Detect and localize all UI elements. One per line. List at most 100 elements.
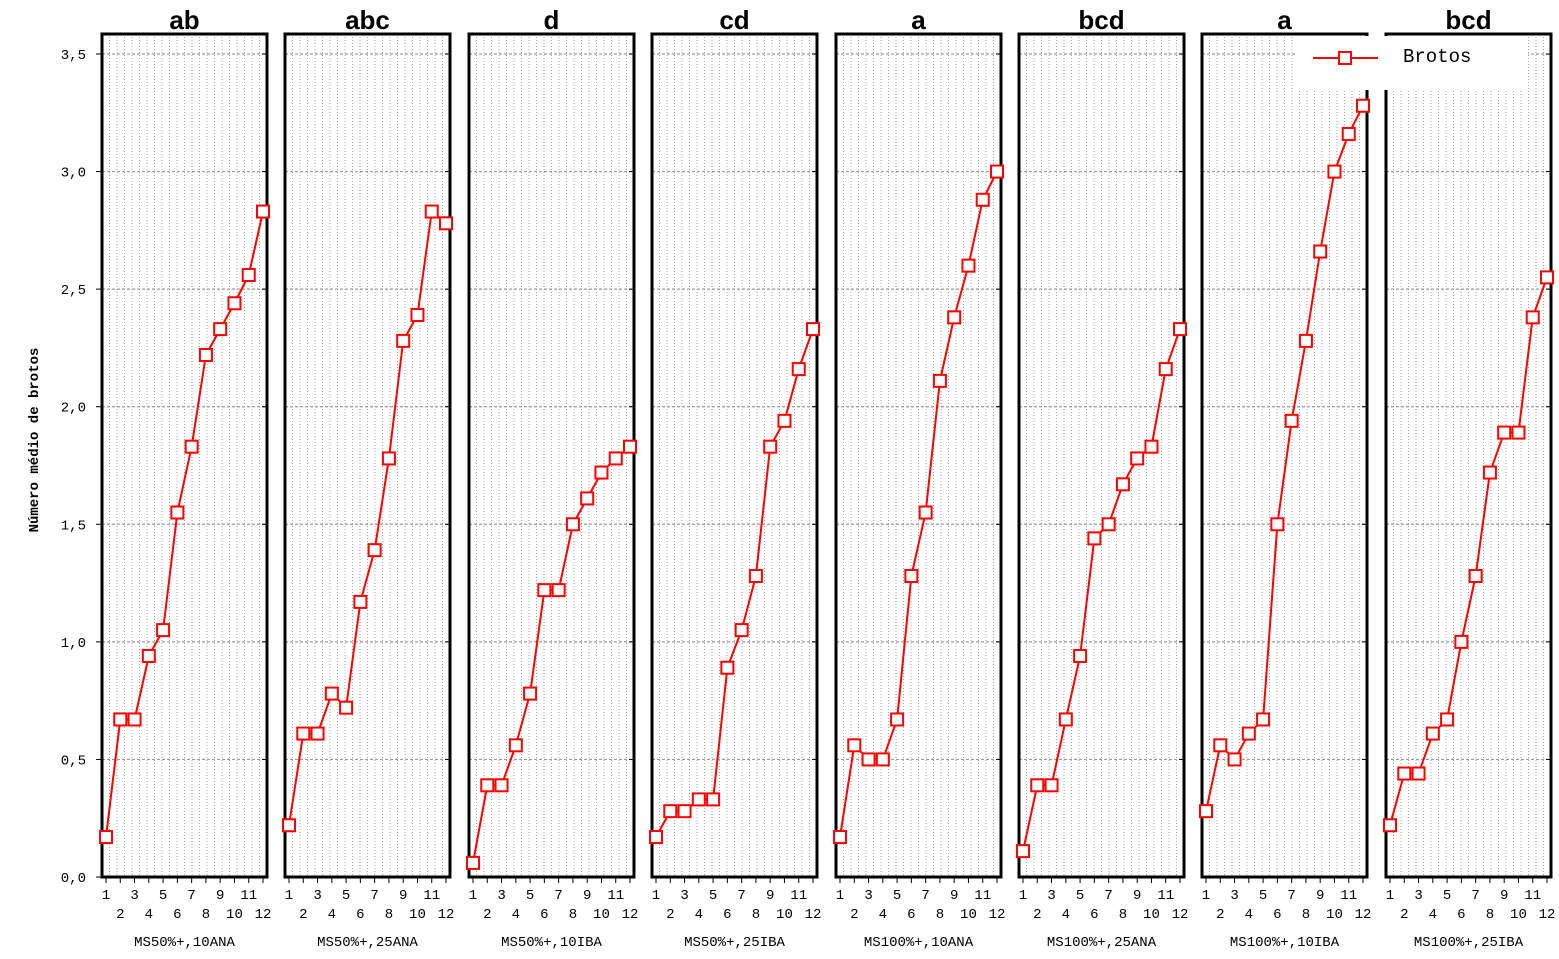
x-tick-label: 4 xyxy=(1062,907,1070,923)
panel-title: abc xyxy=(345,5,390,35)
x-tick-label: 9 xyxy=(950,888,958,904)
x-tick-label: 11 xyxy=(1157,888,1174,904)
data-point-marker xyxy=(580,491,595,506)
x-tick-label: 1 xyxy=(1019,888,1027,904)
x-tick-label: 12 xyxy=(438,907,455,923)
panel-frame xyxy=(100,32,269,879)
panel-title: ab xyxy=(169,5,199,35)
x-tick-label: 11 xyxy=(423,888,440,904)
data-point-marker xyxy=(720,660,735,675)
x-tick-label: 5 xyxy=(526,888,534,904)
x-tick-label: 9 xyxy=(1316,888,1324,904)
x-tick-label: 10 xyxy=(593,907,610,923)
x-tick-label: 3 xyxy=(1414,888,1422,904)
legend: Brotos xyxy=(1296,36,1528,90)
data-point-marker xyxy=(847,738,862,753)
x-tick-label: 3 xyxy=(864,888,872,904)
x-tick-label: 4 xyxy=(695,907,703,923)
x-tick-label: 1 xyxy=(836,888,844,904)
x-tick-label: 4 xyxy=(879,907,887,923)
data-point-marker xyxy=(227,296,242,311)
x-tick-label: 5 xyxy=(342,888,350,904)
data-point-marker xyxy=(1397,766,1412,781)
x-tick-label: 4 xyxy=(1429,907,1437,923)
data-point-marker xyxy=(1101,517,1116,532)
data-point-marker xyxy=(410,308,425,323)
y-tick-label: 0,5 xyxy=(61,753,86,769)
x-tick-label: 12 xyxy=(255,907,272,923)
data-point-marker xyxy=(1356,98,1370,113)
data-point-marker xyxy=(706,792,721,807)
data-point-marker xyxy=(1284,413,1299,428)
data-point-marker xyxy=(975,192,990,207)
data-point-marker xyxy=(367,543,382,558)
panel-frame xyxy=(467,32,636,879)
data-point-marker xyxy=(1425,726,1440,741)
panel-title: cd xyxy=(719,5,749,35)
panel-label: MS100%+,25ANA xyxy=(1047,935,1157,951)
data-point-marker xyxy=(1144,439,1159,454)
x-tick-label: 3 xyxy=(1230,888,1238,904)
data-point-marker xyxy=(1044,778,1059,793)
data-point-marker xyxy=(213,322,228,337)
x-tick-label: 1 xyxy=(102,888,110,904)
x-tick-label: 4 xyxy=(145,907,153,923)
x-tick-label: 3 xyxy=(313,888,321,904)
data-point-marker xyxy=(282,818,296,833)
data-point-marker xyxy=(551,583,566,598)
data-point-marker xyxy=(1511,425,1526,440)
x-tick-label: 9 xyxy=(399,888,407,904)
data-point-marker xyxy=(184,439,199,454)
x-tick-label: 1 xyxy=(1202,888,1210,904)
data-point-marker xyxy=(594,465,609,480)
data-point-marker xyxy=(861,752,876,767)
x-tick-label: 9 xyxy=(583,888,591,904)
series-line-brotos xyxy=(472,445,631,864)
panel-title: d xyxy=(544,5,560,35)
data-point-marker xyxy=(508,738,523,753)
x-tick-label: 10 xyxy=(409,907,426,923)
x-tick-label: 2 xyxy=(666,907,674,923)
x-tick-label: 6 xyxy=(1273,907,1281,923)
data-point-marker xyxy=(777,413,792,428)
data-point-marker xyxy=(1468,569,1483,584)
panel-title: bcd xyxy=(1078,5,1124,35)
x-tick-label: 7 xyxy=(737,888,745,904)
data-point-marker xyxy=(113,712,128,727)
x-tick-label: 6 xyxy=(173,907,181,923)
data-point-marker xyxy=(1241,726,1256,741)
x-tick-label: 2 xyxy=(850,907,858,923)
x-tick-label: 8 xyxy=(202,907,210,923)
data-point-marker xyxy=(1016,844,1030,859)
x-tick-label: 2 xyxy=(1400,907,1408,923)
x-tick-label: 11 xyxy=(240,888,257,904)
x-tick-label: 4 xyxy=(1245,907,1253,923)
data-point-marker xyxy=(1087,531,1102,546)
data-point-marker xyxy=(1058,712,1073,727)
y-axis-label: Número médio de brotos xyxy=(27,348,43,533)
panel-title: a xyxy=(1277,5,1292,35)
data-point-marker xyxy=(1540,270,1554,285)
data-point-marker xyxy=(833,830,847,845)
data-point-marker xyxy=(99,830,113,845)
data-point-marker xyxy=(890,712,905,727)
x-tick-label: 12 xyxy=(1355,907,1372,923)
x-tick-label: 10 xyxy=(776,907,793,923)
data-point-marker xyxy=(961,258,976,273)
panel-label: MS50%+,25IBA xyxy=(684,935,785,951)
data-point-marker xyxy=(1115,477,1130,492)
data-point-marker xyxy=(691,792,706,807)
x-tick-label: 11 xyxy=(974,888,991,904)
x-tick-label: 10 xyxy=(1510,907,1527,923)
data-point-marker xyxy=(324,686,339,701)
panel-title: bcd xyxy=(1445,5,1491,35)
x-tick-label: 7 xyxy=(921,888,929,904)
x-tick-label: 8 xyxy=(1486,907,1494,923)
panel-frame xyxy=(1384,32,1553,879)
x-tick-label: 3 xyxy=(497,888,505,904)
x-tick-label: 2 xyxy=(483,907,491,923)
y-tick-label: 3,0 xyxy=(61,166,86,182)
y-tick-label: 1,5 xyxy=(61,518,86,534)
